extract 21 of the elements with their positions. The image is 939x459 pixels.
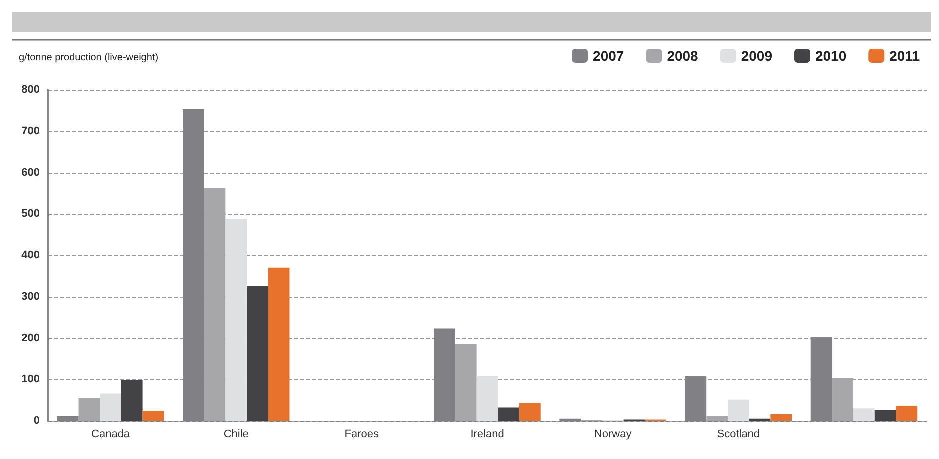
- legend-label: 2008: [667, 48, 699, 64]
- x-tick-label: Faroes: [344, 428, 380, 440]
- x-tick-label: Scotland: [717, 428, 760, 440]
- y-tick-label: 200: [22, 332, 40, 344]
- y-tick-label: 800: [22, 84, 40, 96]
- y-tick-label: 700: [22, 125, 40, 138]
- y-tick-label: 600: [22, 166, 40, 179]
- legend-label: 2011: [890, 48, 920, 64]
- y-axis-title: g/tonne production (live-weight): [19, 52, 159, 64]
- x-tick-label: Norway: [594, 428, 632, 440]
- legend-label: 2009: [741, 48, 773, 64]
- x-tick-label: Chile: [224, 428, 249, 440]
- x-tick-label: Ireland: [470, 428, 504, 440]
- y-tick-label: 0: [34, 415, 40, 427]
- x-tick-label: Canada: [92, 428, 131, 440]
- y-tick-label: 300: [22, 290, 40, 303]
- y-tick-label: 400: [22, 250, 40, 262]
- legend-label: 2007: [593, 48, 624, 64]
- y-tick-label: 100: [22, 374, 40, 386]
- legend-label: 2010: [815, 48, 847, 64]
- y-tick-label: 500: [22, 208, 40, 220]
